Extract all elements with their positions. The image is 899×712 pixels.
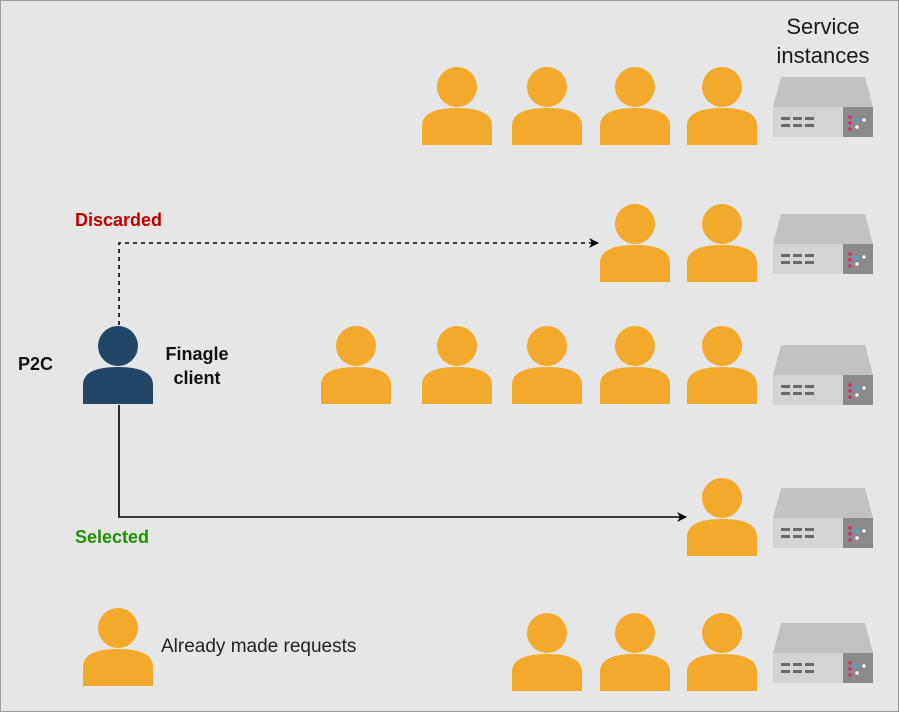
selected-label: Selected [75, 527, 150, 547]
person-icon [512, 67, 582, 145]
person-icon [687, 478, 757, 556]
finagle-client-label: Finagle client [165, 344, 229, 388]
client-person-icon [83, 326, 153, 404]
legend-label: Already made requests [161, 636, 357, 657]
person-icon [600, 326, 670, 404]
person-icon [422, 67, 492, 145]
person-icon [600, 67, 670, 145]
server-icon [773, 77, 873, 137]
person-icon [422, 326, 492, 404]
discarded-arrow [118, 238, 599, 325]
servers-layer [773, 77, 873, 683]
discarded-label: Discarded [75, 210, 163, 230]
person-icon [687, 326, 757, 404]
person-icon [512, 326, 582, 404]
person-icon [600, 613, 670, 691]
selected-arrow [118, 405, 687, 522]
request-persons-layer [83, 67, 757, 691]
person-icon [687, 613, 757, 691]
legend-person-icon [83, 608, 153, 686]
server-icon [773, 488, 873, 548]
server-icon [773, 345, 873, 405]
p2c-label: P2C [18, 354, 54, 374]
arrows-layer [118, 238, 687, 522]
server-icon [773, 623, 873, 683]
server-icon [773, 214, 873, 274]
person-icon [600, 204, 670, 282]
person-icon [687, 204, 757, 282]
finagle-client-layer [83, 326, 153, 404]
person-icon [687, 67, 757, 145]
person-icon [512, 613, 582, 691]
person-icon [321, 326, 391, 404]
service-instances-label: Service instances [776, 14, 870, 68]
